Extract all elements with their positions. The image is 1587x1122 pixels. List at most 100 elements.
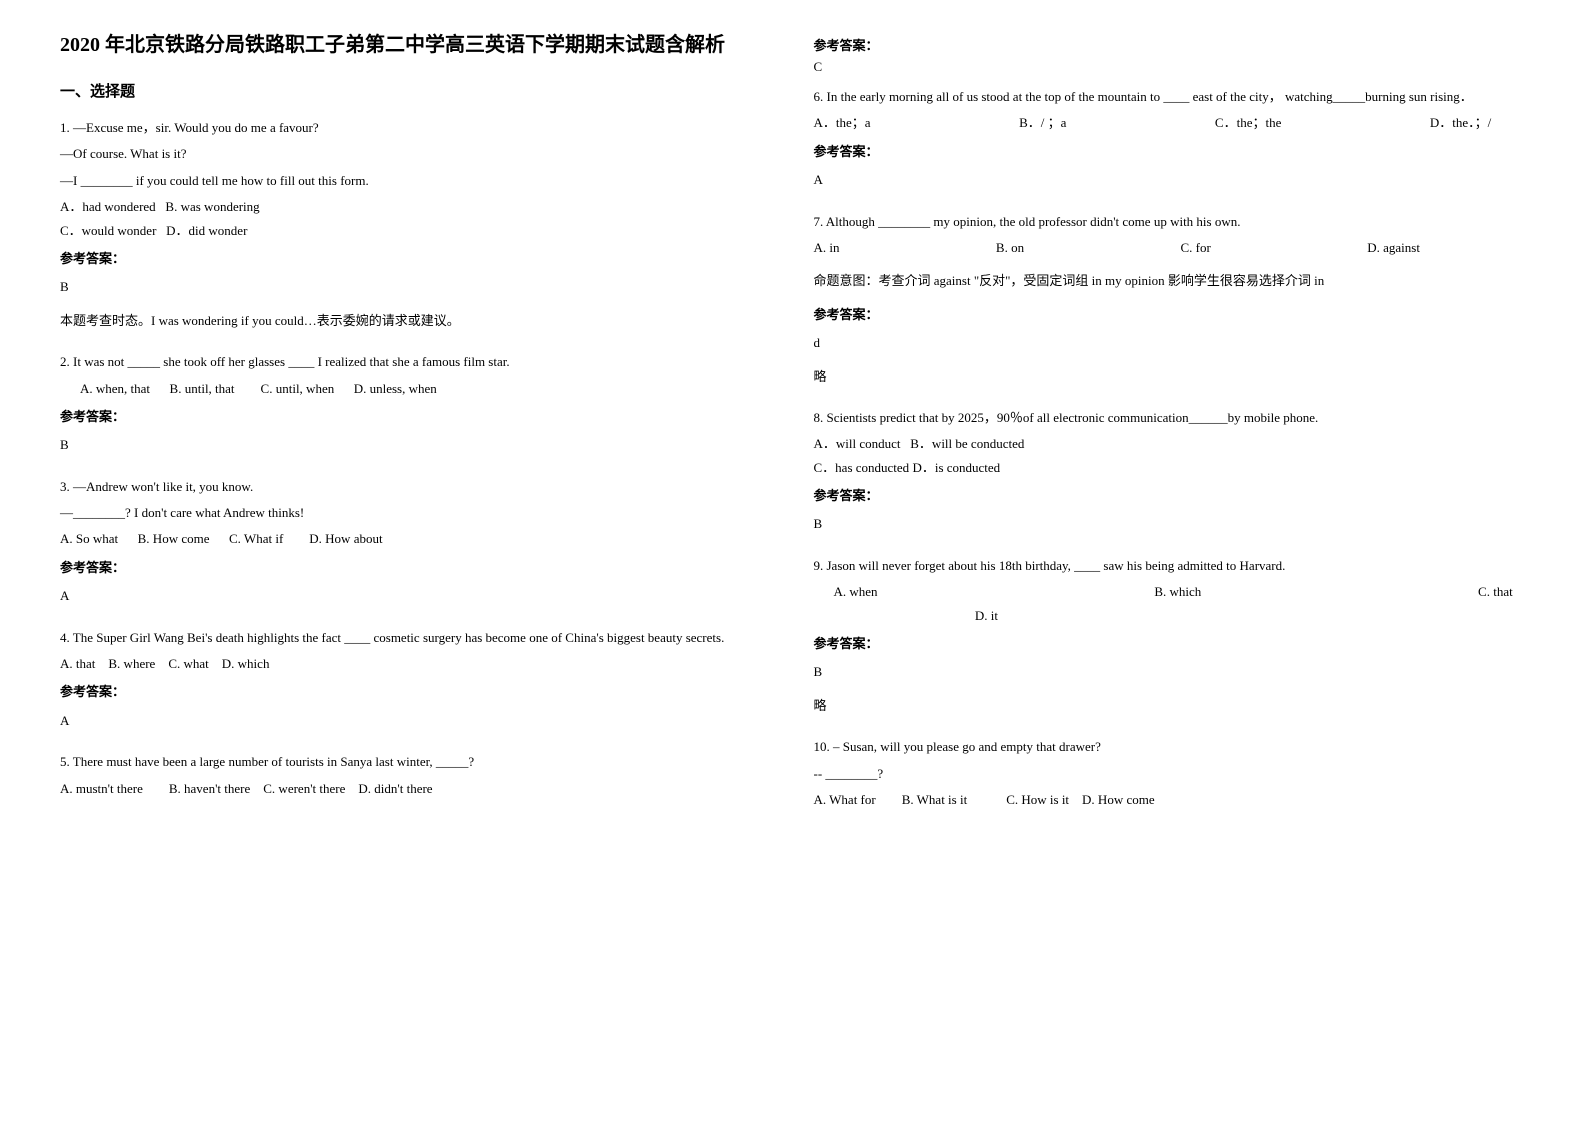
question-8: 8. Scientists predict that by 2025，90％of…	[814, 406, 1528, 536]
q6-options: A．the；a B．/ ；a C．the；the D．the．；/	[814, 111, 1492, 134]
q5-optD: D. didn't there	[358, 781, 432, 796]
q6-optD: D．the．；/	[1430, 111, 1491, 134]
q2-optB: B. until, that	[170, 381, 235, 396]
q10-line1: 10. – Susan, will you please go and empt…	[814, 735, 1528, 758]
q9-answer: B	[814, 660, 1528, 683]
left-column: 2020 年北京铁路分局铁路职工子弟第二中学高三英语下学期期末试题含解析 一、选…	[40, 30, 794, 829]
q2-answer-label: 参考答案：	[60, 405, 774, 428]
q3-optB: B. How come	[138, 531, 210, 546]
q4-answer: A	[60, 709, 774, 732]
q8-optC: C．has conducted	[814, 460, 910, 475]
q1-optD: D．did wonder	[166, 223, 247, 238]
q7-optA: A. in	[814, 236, 840, 259]
question-10: 10. – Susan, will you please go and empt…	[814, 735, 1528, 811]
q9-optA: A. when	[834, 580, 878, 603]
q2-text: 2. It was not _____ she took off her gla…	[60, 350, 774, 373]
q6-optA: A．the；a	[814, 111, 871, 134]
q6-answer-label: 参考答案：	[814, 140, 1528, 163]
q5-optC: C. weren't there	[263, 781, 345, 796]
q3-optA: A. So what	[60, 531, 118, 546]
q9-text: 9. Jason will never forget about his 18t…	[814, 554, 1528, 577]
q3-options: A. So what B. How come C. What if D. How…	[60, 527, 774, 550]
q3-optC: C. What if	[229, 531, 283, 546]
q9-optD: D. it	[975, 608, 998, 623]
q10-optC: C. How is it	[1006, 792, 1069, 807]
question-7: 7. Although ________ my opinion, the old…	[814, 210, 1528, 388]
question-4: 4. The Super Girl Wang Bei's death highl…	[60, 626, 774, 733]
q2-options: A. when, that B. until, that C. until, w…	[60, 377, 774, 400]
q8-optA: A．will conduct	[814, 436, 901, 451]
q2-answer: B	[60, 433, 774, 456]
q7-optC: C. for	[1180, 236, 1210, 259]
q7-note: 命题意图：考查介词 against "反对"，受固定词组 in my opini…	[814, 269, 1528, 292]
q1-optB: B. was wondering	[165, 199, 259, 214]
q8-optB: B．will be conducted	[910, 436, 1024, 451]
q7-optB: B. on	[996, 236, 1024, 259]
q3-line2: —________? I don't care what Andrew thin…	[60, 501, 774, 524]
q7-options: A. in B. on C. for D. against	[814, 236, 1420, 259]
question-2: 2. It was not _____ she took off her gla…	[60, 350, 774, 457]
q5-optB: B. haven't there	[169, 781, 250, 796]
q8-answer-label: 参考答案：	[814, 484, 1528, 507]
question-1: 1. —Excuse me，sir. Would you do me a fav…	[60, 116, 774, 332]
q10-line2: -- ________?	[814, 762, 1528, 785]
q5-text: 5. There must have been a large number o…	[60, 750, 774, 773]
q3-line1: 3. —Andrew won't like it, you know.	[60, 475, 774, 498]
q4-options: A. that B. where C. what D. which	[60, 652, 774, 675]
q1-line3: —I ________ if you could tell me how to …	[60, 169, 774, 192]
q1-optC: C．would wonder	[60, 223, 156, 238]
q3-optD: D. How about	[309, 531, 382, 546]
question-6: 6. In the early morning all of us stood …	[814, 85, 1528, 192]
q3-answer-label: 参考答案：	[60, 556, 774, 579]
q9-omit: 略	[814, 694, 1528, 717]
q2-optC: C. until, when	[261, 381, 335, 396]
q5-options: A. mustn't there B. haven't there C. wer…	[60, 777, 774, 800]
question-3: 3. —Andrew won't like it, you know. —___…	[60, 475, 774, 608]
question-5: 5. There must have been a large number o…	[60, 750, 774, 800]
q9-options: A. when B. which C. that C. that D. it	[814, 580, 1528, 627]
q5-answer-label: 参考答案：	[814, 35, 1528, 54]
q4-optA: A. that	[60, 656, 95, 671]
q7-answer: d	[814, 331, 1528, 354]
q8-options: A．will conduct B．will be conducted C．has…	[814, 432, 1528, 479]
q1-options: A．had wondered B. was wondering C．would …	[60, 195, 774, 242]
q10-optA: A. What for	[814, 792, 876, 807]
q10-options: A. What for B. What is it C. How is it D…	[814, 788, 1528, 811]
q8-optD: D．is conducted	[912, 460, 1000, 475]
q1-answer-label: 参考答案：	[60, 247, 774, 270]
q9-optB: B. which	[1154, 580, 1201, 603]
q5-answer: C	[814, 59, 1528, 75]
q1-line2: —Of course. What is it?	[60, 142, 774, 165]
q10-optB: B. What is it	[902, 792, 967, 807]
q7-answer-label: 参考答案：	[814, 303, 1528, 326]
q6-optC: C．the；the	[1215, 111, 1281, 134]
q4-optC: C. what	[168, 656, 208, 671]
q4-text: 4. The Super Girl Wang Bei's death highl…	[60, 626, 774, 649]
q8-answer: B	[814, 512, 1528, 535]
right-column: 参考答案： C 6. In the early morning all of u…	[794, 30, 1548, 829]
q4-optB: B. where	[108, 656, 155, 671]
q1-answer: B	[60, 275, 774, 298]
section-heading: 一、选择题	[60, 80, 774, 101]
q4-answer-label: 参考答案：	[60, 680, 774, 703]
q2-optA: A. when, that	[80, 381, 150, 396]
q1-note: 本题考查时态。I was wondering if you could…表示委婉…	[60, 309, 774, 332]
q3-answer: A	[60, 584, 774, 607]
q9-answer-label: 参考答案：	[814, 632, 1528, 655]
q2-optD: D. unless, when	[354, 381, 437, 396]
q6-optB: B．/ ；a	[1019, 111, 1066, 134]
document-title: 2020 年北京铁路分局铁路职工子弟第二中学高三英语下学期期末试题含解析	[60, 30, 774, 60]
q8-text: 8. Scientists predict that by 2025，90％of…	[814, 406, 1528, 429]
q4-optD: D. which	[222, 656, 270, 671]
q6-text: 6. In the early morning all of us stood …	[814, 85, 1528, 108]
q1-line1: 1. —Excuse me，sir. Would you do me a fav…	[60, 116, 774, 139]
q7-omit: 略	[814, 365, 1528, 388]
q7-text: 7. Although ________ my opinion, the old…	[814, 210, 1528, 233]
q7-optD: D. against	[1367, 236, 1420, 259]
q1-optA: A．had wondered	[60, 199, 156, 214]
q10-optD: D. How come	[1082, 792, 1155, 807]
question-9: 9. Jason will never forget about his 18t…	[814, 554, 1528, 717]
q5-optA: A. mustn't there	[60, 781, 143, 796]
q9-optC: C. that	[1478, 580, 1513, 603]
q6-answer: A	[814, 168, 1528, 191]
